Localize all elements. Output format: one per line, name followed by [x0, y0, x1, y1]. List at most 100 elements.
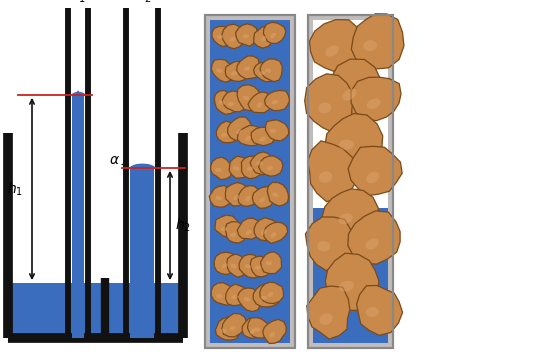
- Bar: [210, 20, 290, 343]
- Bar: [130, 168, 154, 338]
- Polygon shape: [222, 24, 245, 49]
- Ellipse shape: [232, 295, 238, 299]
- Ellipse shape: [257, 102, 262, 108]
- Ellipse shape: [265, 68, 272, 73]
- Polygon shape: [325, 253, 379, 310]
- Polygon shape: [211, 283, 235, 305]
- Polygon shape: [265, 120, 289, 141]
- Bar: [308, 15, 393, 348]
- Bar: [313, 20, 388, 343]
- Polygon shape: [238, 185, 259, 206]
- Text: $h_2$: $h_2$: [175, 217, 191, 234]
- Polygon shape: [260, 282, 284, 303]
- Polygon shape: [305, 217, 354, 270]
- Polygon shape: [265, 90, 290, 111]
- Ellipse shape: [229, 37, 236, 42]
- Polygon shape: [229, 156, 253, 178]
- Ellipse shape: [222, 263, 228, 268]
- Ellipse shape: [215, 168, 222, 172]
- Ellipse shape: [268, 292, 273, 297]
- Ellipse shape: [229, 326, 236, 331]
- Polygon shape: [348, 146, 402, 196]
- Polygon shape: [254, 62, 278, 82]
- Ellipse shape: [247, 167, 253, 171]
- Ellipse shape: [270, 33, 276, 38]
- Polygon shape: [211, 157, 232, 180]
- Ellipse shape: [217, 35, 223, 39]
- Ellipse shape: [320, 314, 333, 325]
- Ellipse shape: [243, 95, 249, 100]
- Ellipse shape: [215, 196, 222, 200]
- Polygon shape: [330, 59, 380, 115]
- Ellipse shape: [216, 294, 223, 298]
- Polygon shape: [237, 56, 262, 79]
- Polygon shape: [226, 284, 252, 306]
- Polygon shape: [253, 284, 280, 307]
- Ellipse shape: [254, 327, 260, 332]
- Ellipse shape: [221, 133, 228, 137]
- Ellipse shape: [339, 139, 354, 150]
- Polygon shape: [307, 286, 350, 339]
- Ellipse shape: [216, 69, 223, 73]
- Bar: [205, 15, 295, 348]
- Ellipse shape: [233, 195, 239, 200]
- Polygon shape: [254, 26, 275, 48]
- Text: $\alpha$: $\alpha$: [108, 153, 119, 167]
- Polygon shape: [259, 156, 283, 176]
- Ellipse shape: [261, 36, 267, 42]
- Ellipse shape: [272, 100, 278, 105]
- Polygon shape: [267, 183, 289, 206]
- Polygon shape: [242, 318, 263, 338]
- Bar: [12, 283, 179, 334]
- Ellipse shape: [272, 192, 279, 197]
- Text: $T_1$: $T_1$: [70, 0, 86, 5]
- Text: $T_2$: $T_2$: [136, 0, 152, 5]
- Bar: [308, 15, 393, 348]
- Ellipse shape: [269, 332, 275, 337]
- Polygon shape: [237, 85, 262, 111]
- Ellipse shape: [230, 233, 236, 237]
- Polygon shape: [322, 189, 378, 240]
- Bar: [72, 95, 84, 338]
- Polygon shape: [251, 127, 276, 146]
- Polygon shape: [263, 22, 286, 44]
- Polygon shape: [252, 187, 275, 208]
- Ellipse shape: [244, 66, 251, 71]
- Polygon shape: [237, 218, 261, 239]
- Polygon shape: [222, 313, 247, 337]
- Ellipse shape: [338, 213, 353, 224]
- Ellipse shape: [220, 329, 227, 333]
- Polygon shape: [264, 222, 288, 243]
- Polygon shape: [248, 92, 272, 113]
- Polygon shape: [260, 59, 282, 82]
- Polygon shape: [251, 256, 272, 277]
- Ellipse shape: [317, 241, 330, 252]
- Ellipse shape: [366, 307, 379, 317]
- Polygon shape: [216, 121, 240, 143]
- Ellipse shape: [325, 45, 339, 57]
- Ellipse shape: [367, 98, 380, 109]
- Polygon shape: [228, 117, 252, 140]
- Polygon shape: [307, 141, 359, 202]
- Polygon shape: [76, 91, 80, 94]
- Polygon shape: [211, 59, 235, 82]
- Ellipse shape: [256, 161, 263, 165]
- Polygon shape: [215, 90, 237, 114]
- Polygon shape: [226, 183, 250, 206]
- Ellipse shape: [318, 102, 331, 113]
- Polygon shape: [357, 285, 403, 335]
- Ellipse shape: [363, 40, 377, 51]
- Ellipse shape: [259, 197, 265, 203]
- Polygon shape: [351, 14, 404, 69]
- Polygon shape: [248, 318, 270, 338]
- Polygon shape: [214, 252, 239, 274]
- Ellipse shape: [255, 265, 262, 270]
- Polygon shape: [237, 288, 260, 311]
- Ellipse shape: [259, 71, 265, 75]
- Polygon shape: [254, 218, 278, 241]
- Ellipse shape: [319, 171, 332, 183]
- Bar: [313, 208, 388, 343]
- Polygon shape: [260, 252, 281, 274]
- Ellipse shape: [265, 261, 272, 265]
- Ellipse shape: [366, 238, 379, 249]
